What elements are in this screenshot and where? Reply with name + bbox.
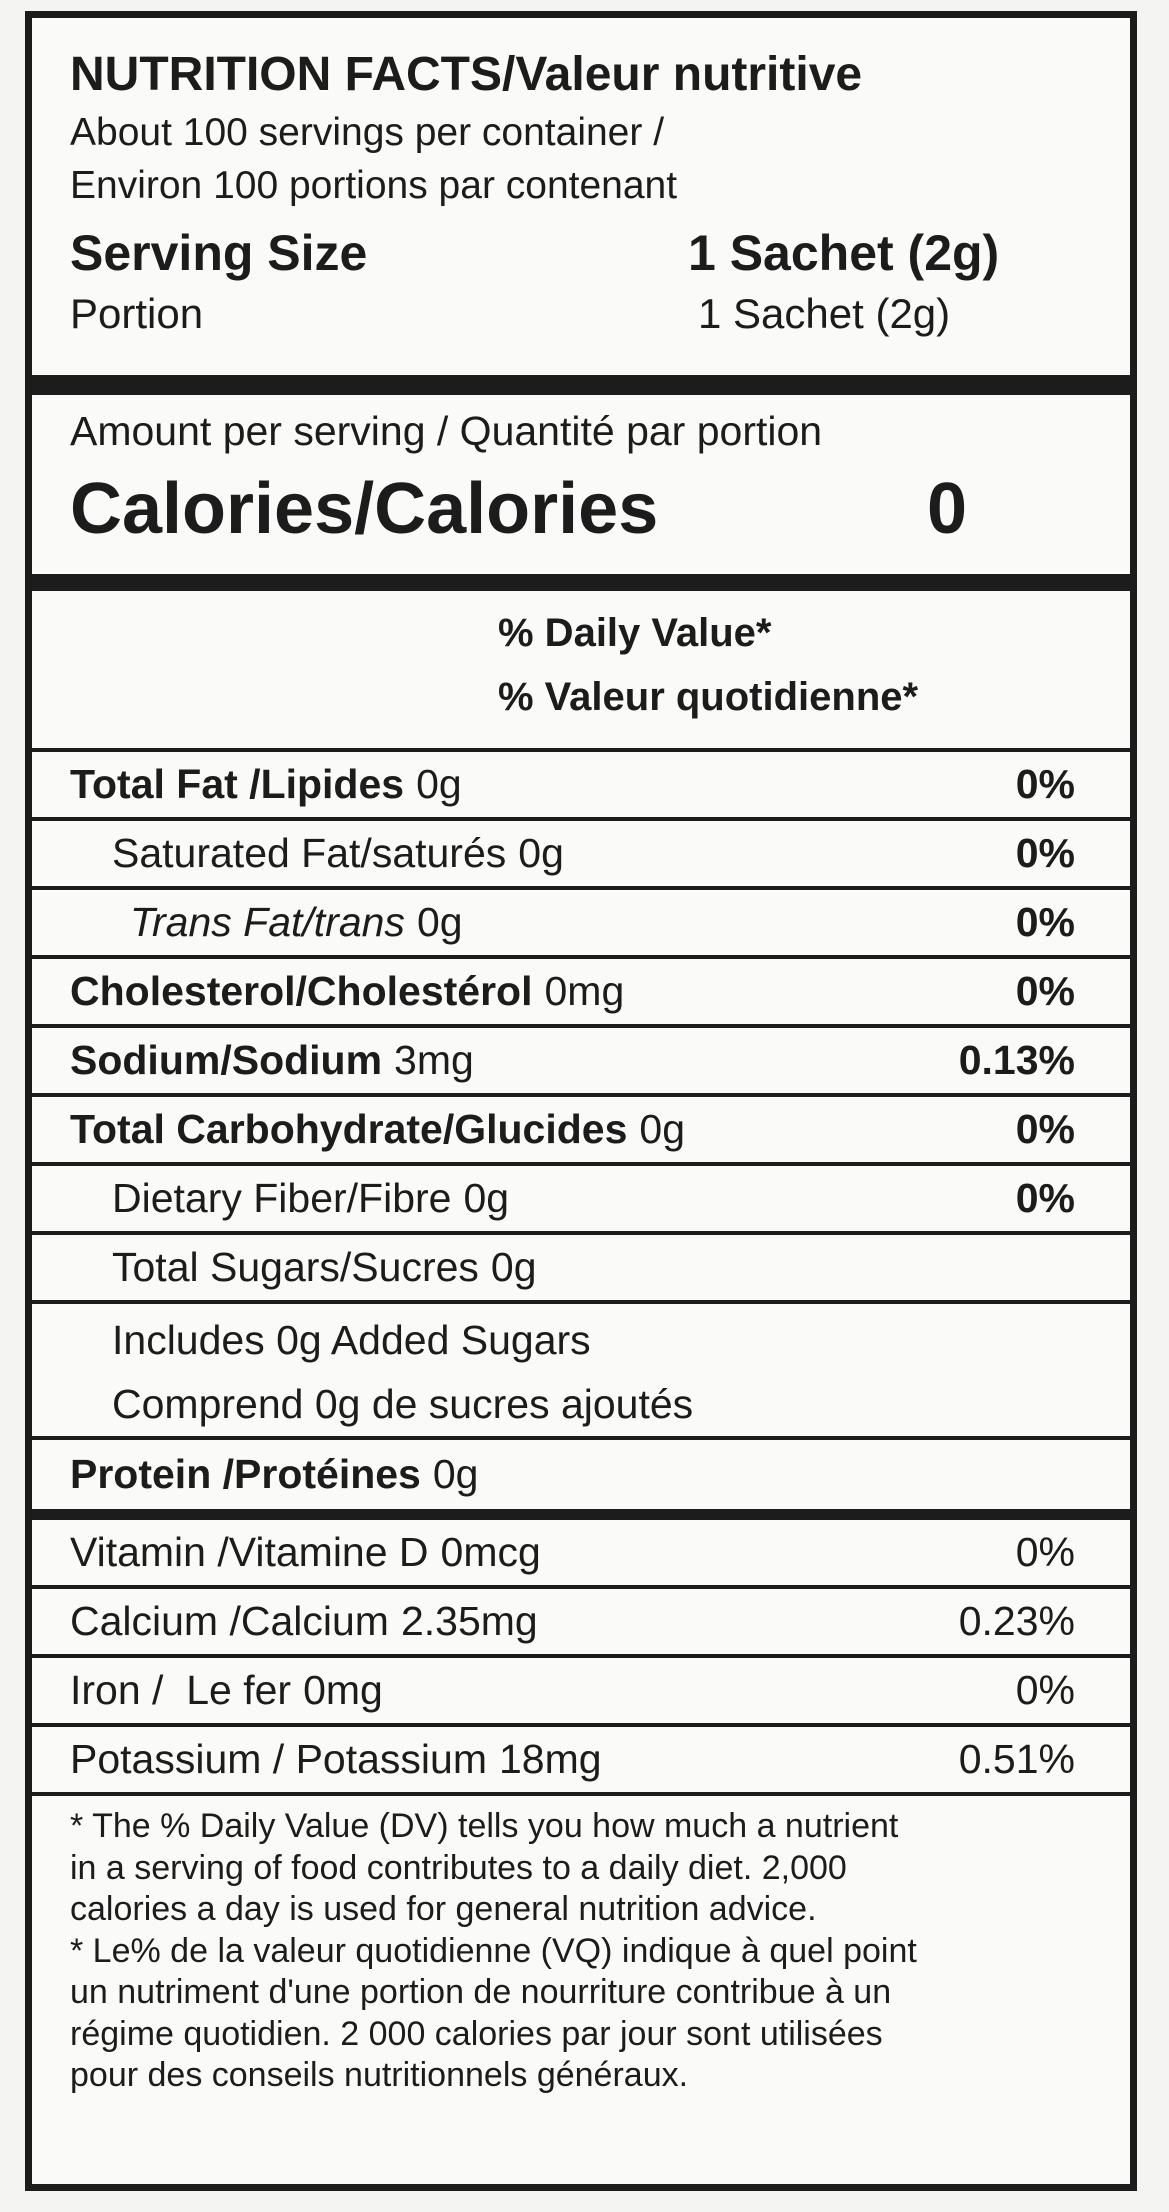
nutrient-dv: 0%: [1015, 1175, 1075, 1221]
footnote: * The % Daily Value (DV) tells you how m…: [32, 1796, 1130, 2097]
vitamin-row: Vitamin /Vitamine D 0mcg 0%: [32, 1520, 1130, 1589]
nutrient-amount: 0g: [490, 1244, 537, 1290]
vitamin-row: Calcium /Calcium 2.35mg 0.23%: [32, 1589, 1130, 1658]
servings-fr: Environ 100 portions par contenant: [70, 164, 678, 207]
nutrient-dv: 0%: [1015, 1106, 1075, 1152]
thick-rule: [32, 1509, 1130, 1520]
nutrient-amount: 0g: [518, 830, 564, 876]
portion-row: Portion 1 Sachet (2g): [70, 286, 1092, 346]
calories-row: Calories/Calories 0: [70, 459, 1092, 559]
nutrient-row: Trans Fat/trans 0g 0%: [32, 890, 1130, 959]
daily-value-heading: % Daily Value* % Valeur quotidienne*: [32, 591, 1130, 752]
portion-label: Portion: [70, 290, 204, 337]
serving-size-row: Serving Size 1 Sachet (2g): [70, 212, 1092, 286]
nutrient-name: Saturated Fat/saturés: [112, 830, 507, 876]
vitamin-dv: 0.51%: [958, 1736, 1075, 1782]
vitamin-amount: 0mg: [303, 1667, 383, 1713]
nutrient-dv: 0.13%: [958, 1037, 1075, 1083]
calories-section: Amount per serving / Quantité par portio…: [32, 395, 1130, 574]
added-sugars: Includes 0g Added Sugars Comprend 0g de …: [32, 1304, 1130, 1440]
thick-rule: [32, 574, 1130, 591]
vitamin-name: Calcium /Calcium: [70, 1598, 389, 1644]
vitamin-dv: 0%: [1015, 1529, 1075, 1575]
nutrient-dv: 0%: [1015, 830, 1075, 876]
nutrient-name: Cholesterol/Cholestérol: [70, 968, 533, 1014]
vitamin-dv: 0%: [1015, 1667, 1075, 1713]
nutrient-row: Sodium/Sodium 3mg 0.13%: [32, 1028, 1130, 1097]
nutrient-name: Total Fat /Lipides: [70, 761, 405, 807]
dv-heading-fr: % Valeur quotidienne*: [498, 675, 919, 719]
nutrient-name: Trans Fat/trans: [130, 899, 405, 945]
nutrient-name: Protein /Protéines: [70, 1451, 421, 1497]
title: NUTRITION FACTS/Valeur nutritive: [70, 48, 863, 101]
dv-heading-en: % Daily Value*: [498, 611, 772, 655]
footnote-line: pour des conseils nutritionnels généraux…: [70, 2056, 689, 2094]
nutrient-dv: 0%: [1015, 899, 1075, 945]
footnote-line: * The % Daily Value (DV) tells you how m…: [70, 1807, 899, 1845]
vitamin-dv: 0.23%: [958, 1598, 1075, 1644]
nutrient-amount: 0g: [432, 1451, 479, 1497]
nutrient-name: Dietary Fiber/Fibre: [112, 1175, 452, 1221]
servings-en: About 100 servings per container /: [70, 111, 665, 154]
vitamin-name: Potassium / Potassium: [70, 1736, 487, 1782]
nutrient-row: Saturated Fat/saturés 0g 0%: [32, 821, 1130, 890]
calories-value: 0: [926, 469, 967, 549]
nutrient-amount: 0g: [463, 1175, 510, 1221]
vitamin-amount: 18mg: [499, 1736, 602, 1782]
footnote-line: * Le% de la valeur quotidienne (VQ) indi…: [70, 1931, 917, 1970]
footnote-line: régime quotidien. 2 000 calories par jou…: [70, 2014, 883, 2053]
footnote-line: in a serving of food contributes to a da…: [70, 1848, 847, 1887]
nutrient-amount: 0g: [639, 1106, 686, 1152]
header: NUTRITION FACTS/Valeur nutritive About 1…: [32, 18, 1130, 375]
serving-size-value: 1 Sachet (2g): [688, 225, 1000, 281]
nutrient-amount: 0g: [416, 761, 462, 807]
nutrient-row: Total Fat /Lipides 0g 0%: [32, 752, 1130, 821]
thick-rule: [32, 375, 1130, 395]
vitamin-row: Iron / Le fer 0mg 0%: [32, 1658, 1130, 1727]
footnote-line: un nutriment d'une portion de nourriture…: [70, 1973, 892, 2011]
nutrition-label: NUTRITION FACTS/Valeur nutritive About 1…: [25, 11, 1137, 2191]
calories-label: Calories/Calories: [70, 469, 659, 549]
nutrient-amount: 3mg: [394, 1037, 474, 1083]
nutrient-amount: 0mg: [544, 968, 625, 1014]
nutrient-name: Total Carbohydrate/Glucides: [70, 1106, 628, 1152]
nutrient-row: Total Carbohydrate/Glucides 0g 0%: [32, 1097, 1130, 1166]
nutrient-name: Sodium/Sodium: [70, 1037, 383, 1083]
vitamin-amount: 2.35mg: [400, 1598, 538, 1644]
nutrient-dv: 0%: [1015, 968, 1075, 1014]
nutrient-row: Total Sugars/Sucres 0g: [32, 1235, 1130, 1304]
vitamin-name: Vitamin /Vitamine D: [70, 1529, 429, 1575]
amount-per-serving: Amount per serving / Quantité par portio…: [70, 408, 823, 454]
nutrient-amount: 0g: [416, 899, 463, 945]
vitamin-amount: 0mcg: [440, 1529, 541, 1575]
nutrient-dv: 0%: [1015, 761, 1075, 807]
nutrient-name: Total Sugars/Sucres: [112, 1244, 479, 1290]
added-sugars-fr: Comprend 0g de sucres ajoutés: [112, 1381, 694, 1427]
nutrient-row: Dietary Fiber/Fibre 0g 0%: [32, 1166, 1130, 1235]
vitamin-row: Potassium / Potassium 18mg 0.51%: [32, 1727, 1130, 1796]
portion-value: 1 Sachet (2g): [698, 290, 951, 337]
nutrient-row: Cholesterol/Cholestérol 0mg 0%: [32, 959, 1130, 1028]
serving-size-label: Serving Size: [70, 225, 368, 281]
footnote-line: calories a day is used for general nutri…: [70, 1890, 817, 1928]
added-sugars-en: Includes 0g Added Sugars: [112, 1317, 591, 1363]
nutrient-row: Protein /Protéines 0g: [32, 1440, 1130, 1509]
vitamin-name: Iron / Le fer: [70, 1667, 292, 1713]
